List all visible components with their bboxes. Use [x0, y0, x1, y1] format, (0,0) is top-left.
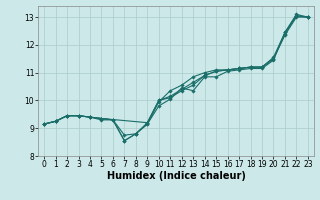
X-axis label: Humidex (Indice chaleur): Humidex (Indice chaleur) — [107, 171, 245, 181]
